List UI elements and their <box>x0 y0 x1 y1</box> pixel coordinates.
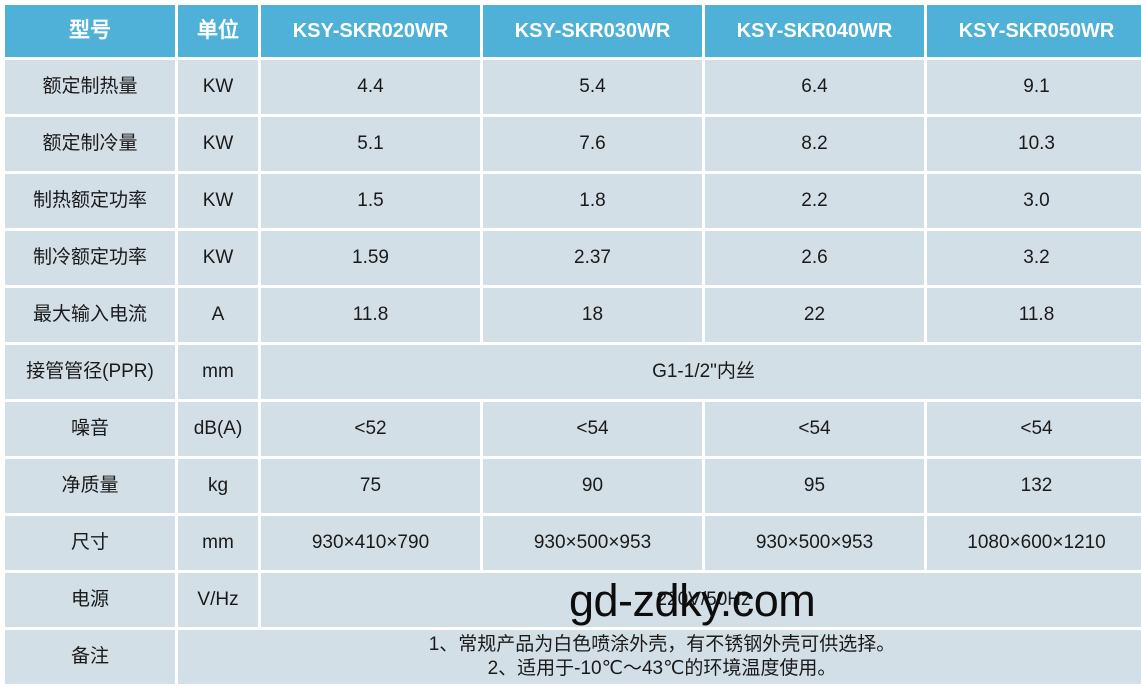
row-unit: KW <box>178 231 258 285</box>
row-label: 制热额定功率 <box>5 174 175 228</box>
row-label: 噪音 <box>5 402 175 456</box>
row-label: 制冷额定功率 <box>5 231 175 285</box>
value-cell: 930×500×953 <box>705 516 924 570</box>
value-cell: 1.5 <box>261 174 480 228</box>
value-cell: <54 <box>705 402 924 456</box>
table-row: 净质量 kg 75 90 95 132 <box>5 459 1141 513</box>
table-row: 电源 V/Hz 220V/50Hz <box>5 573 1141 627</box>
row-label: 净质量 <box>5 459 175 513</box>
row-unit: A <box>178 288 258 342</box>
row-label: 额定制冷量 <box>5 117 175 171</box>
value-cell: 1.8 <box>483 174 702 228</box>
value-cell: 6.4 <box>705 60 924 114</box>
value-cell: 9.1 <box>927 60 1141 114</box>
value-cell: 22 <box>705 288 924 342</box>
value-cell: 1080×600×1210 <box>927 516 1141 570</box>
row-label: 额定制热量 <box>5 60 175 114</box>
value-cell: 3.0 <box>927 174 1141 228</box>
remark-line: 2、适用于-10℃～43℃的环境温度使用。 <box>487 658 837 679</box>
table-row: 备注 1、常规产品为白色喷涂外壳，有不锈钢外壳可供选择。 2、适用于-10℃～43℃… <box>5 630 1141 684</box>
table-row: 额定制冷量 KW 5.1 7.6 8.2 10.3 <box>5 117 1141 171</box>
column-header-ksy-skr020wr: KSY-SKR020WR <box>261 5 480 57</box>
table-row: 尺寸 mm 930×410×790 930×500×953 930×500×953 108… <box>5 516 1141 570</box>
table-row: 最大输入电流 A 11.8 18 22 11.8 <box>5 288 1141 342</box>
table-body: 额定制热量 KW 4.4 5.4 6.4 9.1 额定制冷量 KW 5.1 7.6 8.2 10.3 制… <box>5 60 1141 684</box>
table-header: 型号 单位 KSY-SKR020WR KSY-SKR030WR KSY-SKR0… <box>5 5 1141 57</box>
row-label: 电源 <box>5 573 175 627</box>
table-header-row: 型号 单位 KSY-SKR020WR KSY-SKR030WR KSY-SKR0… <box>5 5 1141 57</box>
row-unit: KW <box>178 174 258 228</box>
row-unit: KW <box>178 60 258 114</box>
value-cell: 11.8 <box>261 288 480 342</box>
value-cell: 90 <box>483 459 702 513</box>
value-cell: 8.2 <box>705 117 924 171</box>
table-row: 噪音 dB(A) <52 <54 <54 <54 <box>5 402 1141 456</box>
row-unit: kg <box>178 459 258 513</box>
value-cell: 930×500×953 <box>483 516 702 570</box>
value-cell: 2.6 <box>705 231 924 285</box>
remark-line: 1、常规产品为白色喷涂外壳，有不锈钢外壳可供选择。 <box>428 634 896 656</box>
value-cell: 10.3 <box>927 117 1141 171</box>
value-cell: 132 <box>927 459 1141 513</box>
value-cell: 75 <box>261 459 480 513</box>
row-unit: KW <box>178 117 258 171</box>
value-cell: 5.4 <box>483 60 702 114</box>
value-cell: <52 <box>261 402 480 456</box>
value-cell: 3.2 <box>927 231 1141 285</box>
row-label: 最大输入电流 <box>5 288 175 342</box>
value-cell: 4.4 <box>261 60 480 114</box>
table-row: 接管管径(PPR) mm G1-1/2"内丝 <box>5 345 1141 399</box>
value-cell: 95 <box>705 459 924 513</box>
merged-value-cell: 220V/50Hz <box>261 573 1141 627</box>
value-cell: 5.1 <box>261 117 480 171</box>
value-cell: 18 <box>483 288 702 342</box>
column-header-ksy-skr040wr: KSY-SKR040WR <box>705 5 924 57</box>
table-row: 制冷额定功率 KW 1.59 2.37 2.6 3.2 <box>5 231 1141 285</box>
remark-cell: 1、常规产品为白色喷涂外壳，有不锈钢外壳可供选择。 2、适用于-10℃～43℃的环… <box>178 630 1141 684</box>
column-header-ksy-skr030wr: KSY-SKR030WR <box>483 5 702 57</box>
merged-value-cell: G1-1/2"内丝 <box>261 345 1141 399</box>
row-unit: mm <box>178 345 258 399</box>
table-row: 制热额定功率 KW 1.5 1.8 2.2 3.0 <box>5 174 1141 228</box>
column-header-ksy-skr050wr: KSY-SKR050WR <box>927 5 1141 57</box>
row-label: 接管管径(PPR) <box>5 345 175 399</box>
row-unit: mm <box>178 516 258 570</box>
value-cell: <54 <box>483 402 702 456</box>
row-label: 尺寸 <box>5 516 175 570</box>
value-cell: <54 <box>927 402 1141 456</box>
value-cell: 2.37 <box>483 231 702 285</box>
table-row: 额定制热量 KW 4.4 5.4 6.4 9.1 <box>5 60 1141 114</box>
row-unit: V/Hz <box>178 573 258 627</box>
row-unit: dB(A) <box>178 402 258 456</box>
row-label: 备注 <box>5 630 175 684</box>
value-cell: 1.59 <box>261 231 480 285</box>
spec-table-container: 型号 单位 KSY-SKR020WR KSY-SKR030WR KSY-SKR0… <box>5 5 1141 684</box>
value-cell: 2.2 <box>705 174 924 228</box>
column-header-model-name: 型号 <box>5 5 175 57</box>
column-header-unit: 单位 <box>178 5 258 57</box>
value-cell: 7.6 <box>483 117 702 171</box>
value-cell: 930×410×790 <box>261 516 480 570</box>
value-cell: 11.8 <box>927 288 1141 342</box>
